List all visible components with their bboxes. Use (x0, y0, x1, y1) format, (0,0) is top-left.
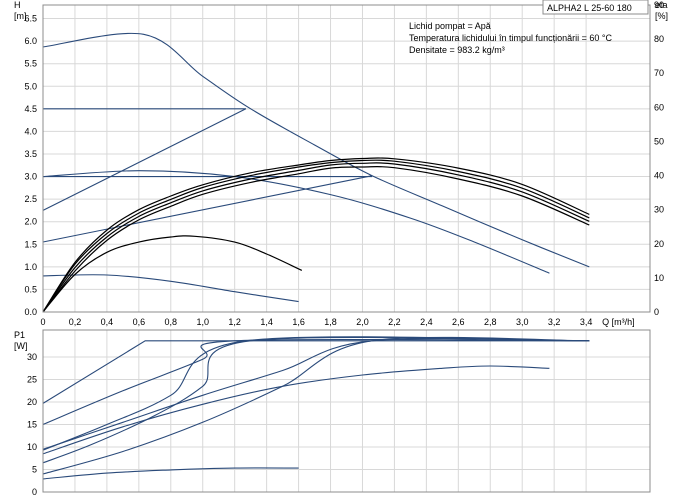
y2-tick-label: 90 (654, 0, 664, 10)
y-tick-label: 6.5 (24, 14, 37, 24)
x-axis-label: Q [m³/h] (602, 317, 635, 327)
x-tick-label: 2,0 (356, 317, 369, 327)
y-axis-label-h: H (14, 0, 21, 10)
x-tick-label: 1,2 (228, 317, 241, 327)
lower-grid (42, 330, 650, 493)
y-axis-label-p1: P1 (14, 330, 25, 340)
head-curve (42, 32, 590, 268)
efficiency-curve (42, 162, 590, 313)
x-tick-label: 1,0 (196, 317, 209, 327)
x-tick-label: 2,8 (484, 317, 497, 327)
efficiency-curve (42, 165, 590, 313)
x-tick-label: 1,4 (260, 317, 273, 327)
power-curve (42, 365, 550, 455)
info-line-fluid: Lichid pompat = Apă (409, 21, 491, 31)
lower-axis-ticks: 0 5 10 15 20 25 30 (27, 352, 37, 497)
info-line-density: Densitate = 983.2 kg/m³ (409, 45, 505, 55)
x-tick-label: 0 (40, 317, 45, 327)
model-label-box (542, 0, 649, 15)
upper-axis-ticks: 0 0,2 0,4 0,6 0,8 1,0 1,2 1,4 1,6 1,8 2,0 2,2 2,4 2,6… (24, 0, 664, 327)
x-tick-label: 2,2 (388, 317, 401, 327)
upper-series (42, 32, 590, 313)
y2-tick-label: 50 (654, 136, 664, 146)
y-tick-label: 2.5 (24, 194, 37, 204)
power-curve (42, 338, 590, 450)
x-tick-label: 3,0 (516, 317, 529, 327)
y2-tick-label: 40 (654, 171, 664, 181)
x-tick-label: 1,6 (292, 317, 305, 327)
p1-tick-label: 15 (27, 420, 37, 430)
p1-tick-label: 10 (27, 442, 37, 452)
y-tick-label: 1.0 (24, 262, 37, 272)
y-tick-label: 0.5 (24, 284, 37, 294)
x-tick-label: 0,8 (165, 317, 178, 327)
y-tick-label: 5.5 (24, 59, 37, 69)
lower-series (42, 336, 590, 480)
x-tick-label: 1,8 (324, 317, 337, 327)
x-tick-label: 2,4 (420, 317, 433, 327)
model-label: ALPHA2 L 25-60 180 (547, 3, 632, 13)
y2-tick-label: 20 (654, 239, 664, 249)
y-tick-label: 2.0 (24, 217, 37, 227)
info-line-temperature: Temperatura lichidului în timpul funcțio… (409, 33, 612, 43)
y-tick-label: 1.5 (24, 239, 37, 249)
y2-tick-label: 80 (654, 34, 664, 44)
lower-plot-frame (42, 329, 651, 493)
p1-tick-label: 25 (27, 375, 37, 385)
p1-tick-label: 0 (32, 487, 37, 497)
p1-tick-label: 5 (32, 465, 37, 475)
y-axis-unit-h: [m] (14, 11, 27, 21)
power-curve (42, 467, 299, 480)
p1-tick-label: 20 (27, 397, 37, 407)
y-tick-label: 4.5 (24, 104, 37, 114)
y-tick-label: 5.0 (24, 81, 37, 91)
y2-axis-unit-eta: [%] (655, 11, 668, 21)
power-curve (42, 340, 590, 404)
head-curve (42, 274, 299, 303)
y-tick-label: 6.0 (24, 36, 37, 46)
y-tick-label: 4.0 (24, 126, 37, 136)
y-tick-label: 3.0 (24, 172, 37, 182)
head-curve (42, 175, 373, 243)
y2-axis-label-eta: eta (655, 0, 668, 10)
x-tick-label: 3,2 (548, 317, 561, 327)
y2-tick-label: 60 (654, 102, 664, 112)
head-curve (42, 170, 550, 274)
x-tick-label: 0,4 (101, 317, 114, 327)
upper-plot-frame (42, 4, 651, 313)
power-curve (42, 336, 590, 475)
y-tick-label: 0.0 (24, 307, 37, 317)
x-tick-label: 3,4 (580, 317, 593, 327)
efficiency-curve (42, 159, 590, 313)
power-curve (42, 336, 590, 464)
y2-tick-label: 70 (654, 68, 664, 78)
p1-tick-label: 30 (27, 352, 37, 362)
y2-tick-label: 30 (654, 205, 664, 215)
head-curve (42, 108, 247, 211)
upper-grid (42, 5, 650, 313)
y-tick-label: 3.5 (24, 149, 37, 159)
efficiency-curve (42, 157, 590, 313)
x-tick-label: 0,6 (133, 317, 146, 327)
y2-tick-label: 0 (654, 307, 659, 317)
y2-tick-label: 10 (654, 273, 664, 283)
efficiency-curve (42, 235, 303, 313)
y-axis-unit-p1: [W] (14, 341, 28, 351)
x-tick-label: 0,2 (69, 317, 82, 327)
x-tick-label: 2,6 (452, 317, 465, 327)
power-curve (42, 338, 590, 426)
